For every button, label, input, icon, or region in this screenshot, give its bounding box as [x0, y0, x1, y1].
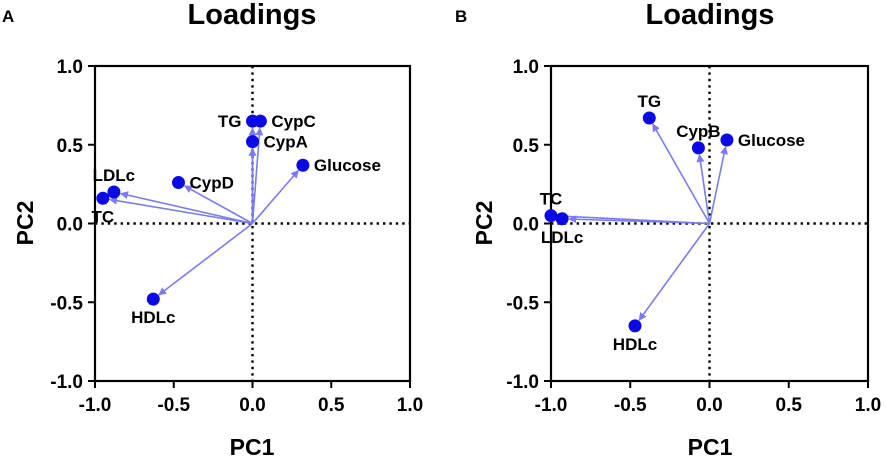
- loading-arrow: [251, 169, 299, 225]
- loading-arrow: [652, 123, 711, 224]
- data-point: [691, 141, 705, 155]
- panel-letter-b: B: [455, 7, 467, 26]
- x-tick-label: 0.5: [318, 395, 345, 416]
- loading-arrow: [158, 222, 253, 296]
- data-point: [107, 185, 121, 199]
- point-label: TG: [637, 92, 661, 111]
- x-tick-labels-a: -1.0 -0.5 0.0 0.5 1.0: [79, 381, 423, 416]
- y-tick-label: 0.5: [513, 136, 540, 157]
- y-tick-label: -1.0: [50, 372, 83, 393]
- loading-arrow: [696, 154, 711, 224]
- y-tick-label: 1.0: [57, 57, 83, 78]
- plot-area-a: TG CypC CypA Glucose CypD LDLc TC HDLc: [92, 64, 412, 383]
- point-label: Glucose: [738, 131, 805, 150]
- x-tick-labels-b: -1.0 -0.5 0.0 0.5 1.0: [535, 381, 881, 416]
- panel-letter-a: A: [2, 7, 14, 26]
- point-label: CypD: [189, 174, 233, 193]
- point-label: CypA: [264, 133, 308, 152]
- y-axis-title-b: PC2: [471, 201, 497, 246]
- x-tick-label: -1.0: [535, 395, 568, 416]
- loading-arrow: [108, 196, 253, 225]
- point-label: HDLc: [613, 335, 657, 354]
- y-tick-label: 0.5: [57, 136, 84, 157]
- data-point: [171, 176, 185, 190]
- loading-arrow: [638, 223, 711, 321]
- x-tick-label: 0.0: [239, 395, 265, 416]
- point-label: Glucose: [314, 156, 381, 175]
- data-point: [628, 319, 642, 333]
- data-point: [642, 111, 656, 125]
- loading-arrow: [708, 146, 728, 224]
- point-label: LDLc: [541, 228, 584, 247]
- x-axis-title-b: PC1: [688, 434, 733, 460]
- y-tick-label: 0.0: [513, 215, 539, 236]
- data-point: [246, 135, 259, 149]
- loading-arrow: [119, 191, 253, 225]
- x-tick-label: -1.0: [79, 395, 112, 416]
- x-tick-label: -0.5: [157, 395, 190, 416]
- point-label: TG: [218, 112, 242, 131]
- y-axis-title-a: PC2: [12, 201, 38, 246]
- y-tick-label: -0.5: [50, 293, 83, 314]
- y-tick-labels-a: 1.0 0.5 0.0 -0.5 -1.0: [50, 57, 95, 393]
- plot-area-b: TG CypB Glucose TC LDLc HDLc: [540, 64, 870, 383]
- data-point: [96, 191, 110, 205]
- loading-arrow: [568, 215, 710, 225]
- chart-title-b: Loadings: [646, 0, 775, 31]
- point-label: LDLc: [93, 166, 136, 185]
- y-tick-label: -0.5: [506, 293, 539, 314]
- point-label: TC: [92, 207, 115, 226]
- x-tick-label: 1.0: [397, 395, 423, 416]
- x-tick-label: -0.5: [614, 395, 647, 416]
- y-tick-labels-b: 1.0 0.5 0.0 -0.5 -1.0: [506, 57, 551, 393]
- data-point: [544, 209, 558, 223]
- y-tick-label: -1.0: [506, 372, 539, 393]
- y-tick-label: 0.0: [57, 215, 83, 236]
- chart-title-a: Loadings: [188, 0, 317, 31]
- data-point: [253, 114, 267, 128]
- x-tick-label: 0.0: [696, 395, 722, 416]
- x-axis-title-a: PC1: [230, 434, 275, 460]
- panel-a: A Loadings PC1 PC2 -1.0 -0.5 0.0 0.5 1.0 1.0…: [2, 0, 423, 460]
- data-point: [296, 158, 310, 172]
- data-point: [555, 212, 569, 226]
- panel-b: B Loadings PC1 PC2 -1.0 -0.5 0.0 0.5 1.0 1.0…: [455, 0, 881, 460]
- loading-arrow: [183, 185, 253, 225]
- point-label: HDLc: [131, 308, 175, 327]
- point-label: TC: [540, 190, 563, 209]
- loading-arrow: [251, 127, 264, 224]
- y-tick-label: 1.0: [513, 57, 539, 78]
- point-label: CypB: [676, 122, 720, 141]
- x-tick-label: 0.5: [776, 395, 803, 416]
- x-tick-label: 1.0: [855, 395, 881, 416]
- point-label: CypC: [271, 112, 315, 131]
- data-point: [720, 133, 734, 147]
- data-point: [146, 292, 160, 306]
